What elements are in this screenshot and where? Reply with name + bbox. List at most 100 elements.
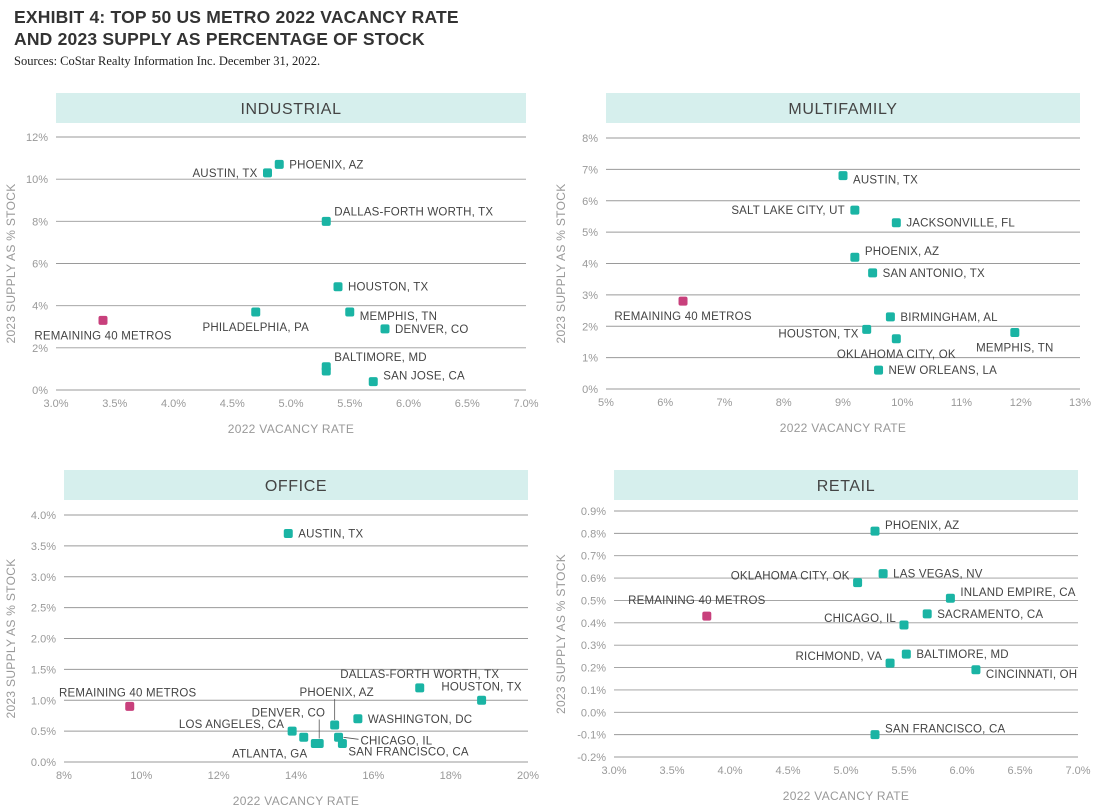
office-x-tick-label: 8% [56,770,72,782]
retail-x-axis-label: 2022 VACANCY RATE [783,789,909,803]
industrial-x-tick-label: 5.0% [278,398,303,410]
industrial-y-axis-label: 2023 SUPPLY AS % STOCK [4,183,18,343]
office-scatter-chart: OFFICE 0.0% 0.5% 1.0% 1.5% 2.0% 2.5% 3.0% 3.5% 4.… [4,470,539,808]
retail-scatter-chart: RETAIL -0.2% -0.1% 0.0% 0.1% 0.2% 0.3% 0.4% 0.5%… [554,470,1091,803]
industrial-title-band [56,93,526,123]
retail-point-label: LAS VEGAS, NV [893,569,983,581]
retail-x-tick-label: 3.5% [659,765,684,777]
multifamily-scatter-chart: MULTIFAMILY 0% 1% 2% 3% 4% 5% 6% 7% 8% 5% 6% 7% 8% 9% 1… [554,93,1091,435]
multifamily-title-band [606,93,1080,123]
office-point-label: ATLANTA, GA [232,748,307,760]
multifamily-point-label: PHOENIX, AZ [865,246,939,258]
office-remaining-metros-point [125,701,135,711]
retail-y-tick-label: 0.5% [581,595,606,607]
industrial-point-label: MEMPHIS, TN [360,311,437,323]
multifamily-y-tick-label: 8% [582,133,598,145]
retail-y-tick-label: 0.3% [581,640,606,652]
office-y-axis-label: 2023 SUPPLY AS % STOCK [4,558,18,718]
office-y-tick-label: 2.5% [31,603,56,615]
chart-title-line-2: AND 2023 SUPPLY AS PERCENTAGE OF STOCK [14,29,425,49]
office-remaining-metros-label: REMAINING 40 METROS [59,687,196,699]
multifamily-metro-point [891,218,901,228]
office-title-band [64,470,528,500]
industrial-x-tick-label: 4.5% [220,398,245,410]
industrial-x-tick-label: 7.0% [513,398,538,410]
multifamily-point-label: MEMPHIS, TN [976,343,1053,355]
retail-point-label: CHICAGO, IL [824,613,896,625]
multifamily-point-label: HOUSTON, TX [778,328,858,340]
industrial-metro-point [263,168,272,178]
multifamily-x-tick-label: 12% [1010,397,1032,409]
retail-y-tick-label: 0.7% [581,551,606,563]
office-point-label: DENVER, CO [252,707,326,719]
industrial-point-label: SAN JOSE, CA [383,371,465,383]
multifamily-y-tick-label: 0% [582,384,598,396]
office-x-tick-label: 18% [440,770,462,782]
retail-x-tick-label: 7.0% [1065,765,1090,777]
office-metro-point [299,732,309,742]
multifamily-metro-point [838,171,848,181]
retail-metro-point [853,578,863,588]
multifamily-y-tick-label: 3% [582,290,598,302]
industrial-y-tick-label: 10% [26,174,48,186]
retail-point-label: BALTIMORE, MD [916,649,1008,661]
office-y-tick-label: 2.0% [31,634,56,646]
retail-metro-point [945,593,955,603]
multifamily-metro-point [868,268,878,278]
retail-x-tick-label: 5.0% [833,765,858,777]
retail-x-tick-label: 6.0% [949,765,974,777]
multifamily-x-axis-label: 2022 VACANCY RATE [780,421,906,435]
industrial-point-label: BALTIMORE, MD [334,352,426,364]
multifamily-panel-title: MULTIFAMILY [788,101,897,118]
retail-point-label: INLAND EMPIRE, CA [960,587,1075,599]
multifamily-metro-point [850,252,860,262]
office-y-tick-label: 0.0% [31,757,56,769]
multifamily-metro-point [885,312,895,322]
multifamily-x-tick-label: 7% [717,397,733,409]
industrial-x-tick-label: 3.5% [102,398,127,410]
industrial-metro-point [380,324,390,334]
retail-y-tick-label: 0.9% [581,506,606,518]
office-panel-title: OFFICE [265,478,327,495]
industrial-metro-point [274,159,284,169]
industrial-metro-point [321,366,331,376]
retail-panel-title: RETAIL [817,478,875,495]
industrial-y-tick-label: 0% [32,385,48,397]
industrial-x-tick-label: 5.5% [337,398,362,410]
multifamily-point-label: JACKSONVILLE, FL [906,218,1015,230]
chart-title: EXHIBIT 4: TOP 50 US METRO 2022 VACANCY … [14,6,459,50]
multifamily-point-label: BIRMINGHAM, AL [900,312,998,324]
multifamily-metro-point [891,334,901,344]
retail-y-tick-label: 0.1% [581,685,606,697]
multifamily-y-tick-label: 6% [582,196,598,208]
retail-metro-point [870,526,880,536]
multifamily-x-tick-label: 13% [1069,397,1091,409]
retail-y-tick-label: 0.8% [581,528,606,540]
multifamily-point-label: OKLAHOMA CITY, OK [837,349,956,361]
office-point-label: DALLAS-FORTH WORTH, TX [340,669,499,681]
industrial-x-tick-label: 3.0% [43,398,68,410]
retail-y-tick-label: 0.4% [581,618,606,630]
retail-metro-point [878,569,888,579]
office-y-tick-label: 3.0% [31,572,56,584]
industrial-metro-point [368,377,378,387]
industrial-metro-point [321,216,331,226]
industrial-remaining-metros-label: REMAINING 40 METROS [34,330,171,342]
multifamily-y-tick-label: 7% [582,164,598,176]
multifamily-x-tick-label: 8% [776,397,792,409]
retail-point-label: OKLAHOMA CITY, OK [731,571,850,583]
office-y-tick-label: 1.5% [31,664,56,676]
industrial-y-tick-label: 8% [32,216,48,228]
office-metro-point [415,683,425,693]
office-metro-point [337,738,347,748]
office-metro-point [283,529,293,539]
industrial-y-tick-label: 12% [26,132,48,144]
retail-point-label: RICHMOND, VA [796,651,883,663]
industrial-panel-title: INDUSTRIAL [240,101,341,118]
industrial-point-label: HOUSTON, TX [348,282,428,294]
office-point-label: CHICAGO, IL [361,735,433,747]
industrial-scatter-chart: INDUSTRIAL 0% 2% 4% 6% 8% 10% 12% 3.0% 3.5% 4.0% 4.… [4,93,539,436]
multifamily-x-tick-label: 10% [891,397,913,409]
office-y-tick-label: 1.0% [31,695,56,707]
retail-point-label: PHOENIX, AZ [885,520,959,532]
